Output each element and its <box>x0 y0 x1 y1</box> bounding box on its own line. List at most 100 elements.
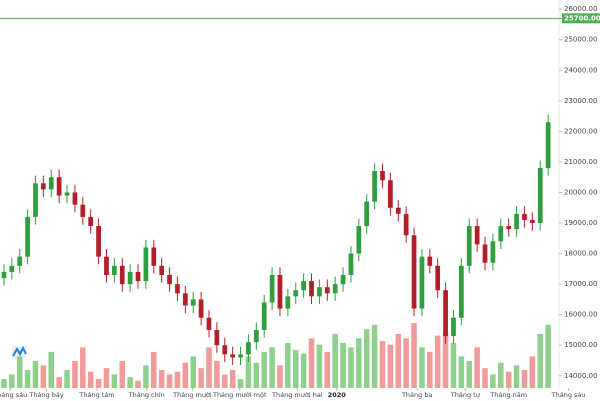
volume-bar <box>158 369 165 388</box>
volume-bar <box>356 338 362 388</box>
candle-body <box>230 354 236 358</box>
volume-bar <box>64 369 70 388</box>
y-tick-label: 14000.00 <box>564 372 597 380</box>
volume-bar <box>151 351 157 388</box>
volume-bar <box>1 378 7 388</box>
candle-body <box>127 271 133 285</box>
y-tick-label: 16000.00 <box>564 311 597 319</box>
y-tick-label: 22000.00 <box>564 127 597 135</box>
candle-body <box>72 192 78 205</box>
volume-bar <box>332 333 338 388</box>
candle-body <box>356 226 362 254</box>
volume-bar <box>214 360 220 388</box>
candle-body <box>143 247 149 282</box>
candle-body <box>261 302 267 330</box>
volume-bar <box>308 338 315 388</box>
volume-bar <box>261 351 267 388</box>
volume-bar <box>363 329 370 388</box>
volume-bar <box>16 356 23 388</box>
candle-body <box>64 192 70 196</box>
volume-bar <box>419 347 425 388</box>
y-tick-label: 21000.00 <box>564 158 597 166</box>
candle-body <box>324 287 330 294</box>
candle-body <box>80 204 86 217</box>
level-label-bg <box>562 13 600 24</box>
y-tick-label: 20000.00 <box>564 188 597 196</box>
volume-bar <box>222 374 228 388</box>
candle-body <box>403 213 409 236</box>
candle-body <box>253 329 259 343</box>
volume-bar <box>316 344 323 388</box>
candle-body <box>182 293 188 306</box>
level-label: 25700.00 <box>564 14 600 22</box>
y-tick-label: 19000.00 <box>564 219 597 227</box>
x-tick-label: Tháng sáu <box>0 391 27 399</box>
candle-body <box>25 216 30 257</box>
volume-bar <box>348 347 354 388</box>
candle-body <box>88 216 94 227</box>
volume-bar <box>9 374 15 388</box>
volume-bar <box>434 335 441 388</box>
y-tick-label: 17000.00 <box>564 280 597 288</box>
volume-bar <box>127 377 133 388</box>
candle-body <box>151 247 157 266</box>
candle-body <box>1 271 7 279</box>
volume-bar <box>340 342 346 388</box>
volume-bar <box>103 368 110 388</box>
candle-body <box>135 271 141 282</box>
candle-body <box>372 171 377 202</box>
volume-bar <box>245 356 252 388</box>
volume-bar <box>529 356 536 388</box>
volume-bar <box>427 351 433 388</box>
candle-body <box>451 317 456 337</box>
volume-bar <box>545 324 551 388</box>
candle-body <box>522 213 527 220</box>
candle-body <box>104 256 109 275</box>
volume-bar <box>111 374 118 388</box>
x-tick-label: Tháng mười một <box>212 391 267 399</box>
candle-body <box>309 281 314 297</box>
volume-bar <box>505 371 512 388</box>
volume-bar <box>498 362 504 388</box>
candle-body <box>419 256 425 309</box>
volume-bar <box>190 356 196 388</box>
volume-bar <box>206 347 212 388</box>
candle-body <box>427 256 433 266</box>
candle-body <box>364 201 370 227</box>
volume-bar <box>466 360 473 388</box>
candle-body <box>443 290 448 337</box>
candle-body <box>41 183 46 190</box>
candle-body <box>317 287 322 297</box>
volume-bar <box>292 350 299 388</box>
volume-bar <box>482 368 488 388</box>
candle-body <box>206 317 212 330</box>
x-tick-label: Tháng tám <box>78 391 114 399</box>
candle-body <box>474 226 480 245</box>
candle-body <box>48 177 54 190</box>
candle-body <box>395 207 401 214</box>
volume-bar <box>198 368 204 388</box>
candle-body <box>214 329 220 346</box>
candle-body <box>17 256 23 266</box>
x-tick-label: Tháng ba <box>401 391 433 399</box>
volume-bar <box>269 347 275 388</box>
candle-body <box>56 177 62 196</box>
candle-body <box>498 226 504 242</box>
volume-bar <box>24 369 31 388</box>
volume-bar <box>119 360 126 388</box>
candle-body <box>388 180 393 208</box>
volume-bar <box>411 323 417 388</box>
volume-bar <box>80 347 86 388</box>
volume-bar <box>379 341 386 388</box>
volume-bar <box>87 371 94 388</box>
volume-bar <box>442 332 449 388</box>
volume-bar <box>182 362 189 388</box>
candle-body <box>269 274 275 303</box>
volume-bar <box>387 344 394 388</box>
candle-body <box>435 265 441 291</box>
x-tick-label: Tháng mười hai <box>271 391 323 399</box>
logo <box>12 345 27 358</box>
volume-bar <box>135 380 141 388</box>
